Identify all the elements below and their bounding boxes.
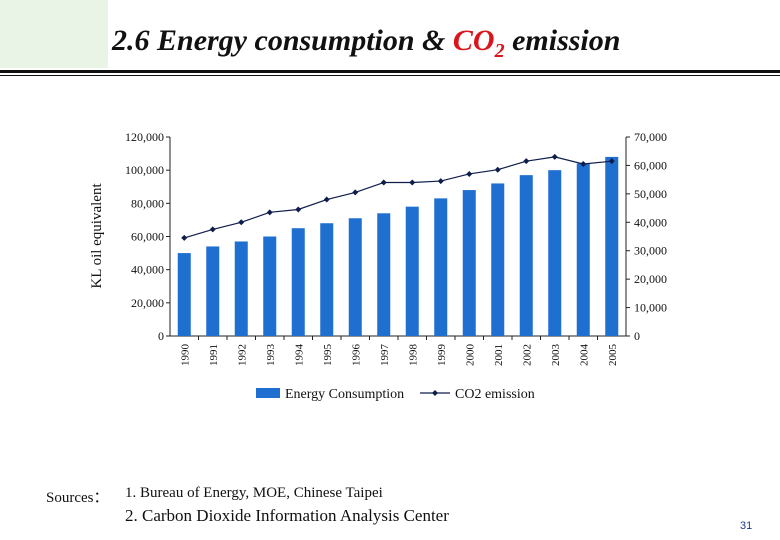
co2-emission-point	[238, 219, 245, 226]
source-item-1: 1. Bureau of Energy, MOE, Chinese Taipei	[125, 485, 383, 501]
bar-energy-consumption	[491, 183, 505, 336]
y-tick-label-right: 40,000	[634, 215, 667, 229]
co2-emission-point	[209, 226, 216, 233]
co2-emission-point	[295, 206, 302, 213]
title-co2: CO2	[452, 24, 505, 62]
x-tick-label: 2005	[607, 344, 619, 367]
y-tick-label-left: 120,000	[125, 130, 164, 144]
bar-energy-consumption	[462, 190, 476, 336]
co2-emission-point	[523, 158, 530, 165]
bar-energy-consumption	[348, 218, 362, 336]
title-rule-thin	[0, 75, 780, 76]
x-tick-label: 2003	[550, 344, 562, 367]
co2-emission-point	[266, 209, 273, 216]
x-tick-label: 1998	[407, 344, 419, 367]
x-tick-label: 1994	[293, 344, 305, 367]
legend-label-co2: CO2 emission	[455, 387, 535, 402]
bar-energy-consumption	[234, 241, 248, 336]
y-tick-label-right: 0	[634, 329, 640, 343]
x-tick-label: 2004	[578, 344, 590, 367]
y-tick-label-left: 0	[158, 329, 164, 343]
bar-energy-consumption	[177, 253, 191, 336]
co2-emission-point	[608, 158, 615, 165]
bar-energy-consumption	[605, 156, 619, 336]
x-tick-label: 1992	[236, 344, 248, 366]
x-tick-label: 1999	[436, 344, 448, 367]
y-tick-label-left: 60,000	[131, 230, 164, 244]
page-number: 31	[740, 520, 753, 532]
co2-emission-point	[494, 166, 501, 173]
co2-emission-point	[466, 170, 473, 177]
y-axis-title: KL oil equivalent	[89, 183, 105, 289]
y-tick-label-left: 40,000	[131, 263, 164, 277]
bar-energy-consumption	[576, 163, 590, 336]
bar-energy-consumption	[320, 223, 334, 336]
x-tick-label: 1991	[208, 344, 220, 366]
legend-marker-co2	[432, 390, 438, 396]
sources-label: Sources：	[46, 490, 109, 506]
title-rule-thick	[0, 70, 780, 73]
y-tick-label-left: 100,000	[125, 163, 164, 177]
y-tick-label-right: 20,000	[634, 272, 667, 286]
x-tick-label: 2001	[493, 344, 505, 366]
bar-energy-consumption	[377, 213, 391, 336]
x-tick-label: 1995	[322, 344, 334, 367]
y-tick-label-right: 10,000	[634, 301, 667, 315]
x-tick-label: 1990	[179, 344, 191, 367]
co2-emission-point	[409, 179, 416, 186]
x-tick-label: 2002	[521, 344, 533, 366]
bar-energy-consumption	[519, 175, 533, 336]
bar-energy-consumption	[291, 228, 305, 336]
y-tick-label-left: 20,000	[131, 296, 164, 310]
x-tick-label: 1997	[379, 344, 391, 367]
source-item-2: 2. Carbon Dioxide Information Analysis C…	[125, 506, 449, 525]
y-tick-label-right: 50,000	[634, 187, 667, 201]
x-tick-label: 1993	[265, 344, 277, 367]
co2-emission-line	[184, 156, 612, 239]
co2-emission-point	[580, 161, 587, 168]
co2-emission-point	[380, 179, 387, 186]
y-tick-label-left: 80,000	[131, 196, 164, 210]
x-tick-label: 2000	[464, 344, 476, 367]
legend-label-energy: Energy Consumption	[285, 387, 404, 402]
bar-energy-consumption	[206, 246, 220, 336]
bar-energy-consumption	[263, 236, 277, 336]
slide-title: 2.6 Energy consumption & CO2 emission	[112, 24, 621, 62]
y-tick-label-right: 70,000	[634, 130, 667, 144]
bar-energy-consumption	[434, 198, 448, 336]
co2-emission-point	[323, 196, 330, 203]
y-tick-label-right: 60,000	[634, 158, 667, 172]
legend-swatch-energy	[256, 388, 280, 398]
title-corner-band	[0, 0, 108, 68]
bar-energy-consumption	[548, 170, 562, 336]
co2-emission-point	[551, 153, 558, 160]
y-tick-label-right: 30,000	[634, 244, 667, 258]
x-tick-label: 1996	[350, 344, 362, 367]
bar-energy-consumption	[405, 206, 419, 336]
co2-emission-point	[181, 234, 188, 241]
co2-emission-point	[437, 178, 444, 185]
co2-emission-point	[352, 189, 359, 196]
